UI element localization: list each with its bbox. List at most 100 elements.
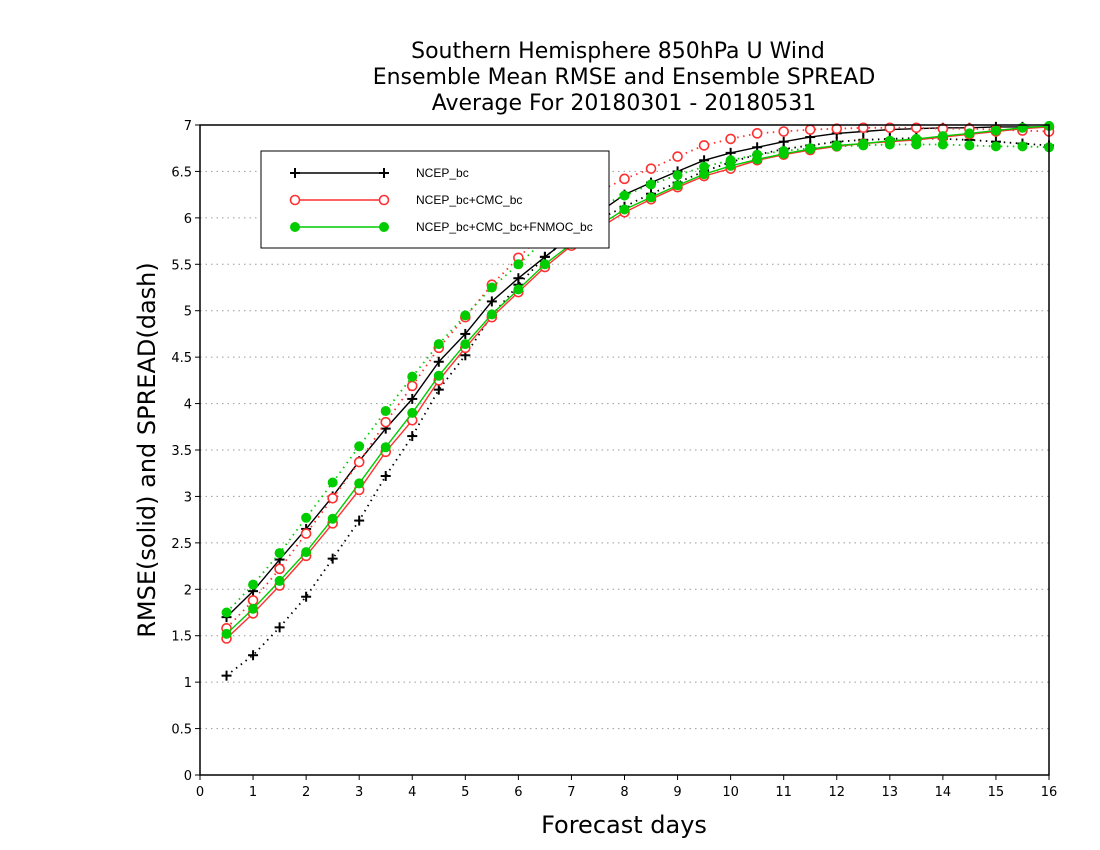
rmse-point (221, 628, 232, 639)
rmse-point (301, 547, 312, 558)
x-tick-label: 10 (722, 785, 739, 800)
legend-marker (379, 222, 389, 232)
rmse-point (433, 370, 444, 381)
x-tick-label: 15 (988, 785, 1005, 800)
spread-point (407, 431, 418, 442)
y-tick-label: 5.5 (171, 258, 192, 273)
x-tick-label: 13 (882, 785, 899, 800)
y-tick-label: 2 (184, 583, 192, 598)
spread-point (884, 139, 895, 150)
rmse-point (619, 204, 630, 215)
spread-point (433, 384, 444, 395)
spread-point (247, 595, 259, 606)
spread-point (513, 259, 524, 270)
spread-point (221, 670, 232, 681)
x-tick-label: 6 (514, 785, 522, 800)
legend-marker (290, 168, 300, 178)
spread-point (380, 416, 392, 428)
chart-title: Southern Hemisphere 850hPa U Wind Ensemb… (373, 39, 876, 116)
y-tick-label: 1.5 (171, 630, 192, 645)
rmse-point (964, 128, 975, 139)
spread-point (672, 170, 683, 181)
y-tick-label: 5 (184, 305, 192, 320)
spread-point (778, 146, 789, 156)
spread-point (619, 190, 630, 201)
spread-point (831, 141, 842, 152)
y-axis-ticks: 0 0.5 1 1.5 2 2.5 3 3.5 4 4.5 5 5.5 6 6.5 7 (171, 119, 200, 784)
plot-area-frame (199, 124, 1050, 776)
spread-point (248, 650, 259, 661)
x-tick-label: 3 (355, 785, 363, 800)
rmse-point (486, 296, 497, 307)
rmse-point (460, 339, 471, 350)
x-tick-label: 1 (249, 785, 257, 800)
x-tick-label: 16 (1041, 785, 1058, 800)
x-tick-label: 4 (408, 785, 416, 800)
rmse-point (646, 192, 657, 203)
rmse-point (460, 328, 471, 339)
spread-point (221, 607, 232, 618)
y-tick-label: 0.5 (171, 723, 192, 738)
legend-label: NCEP_bc+CMC_bc+FNMOC_bc (416, 220, 593, 234)
spread-point (354, 515, 365, 526)
y-tick-label: 6.5 (171, 165, 192, 180)
spread-point (698, 140, 710, 151)
spread-point (248, 579, 259, 590)
spread-point (858, 140, 869, 151)
x-tick-label: 0 (196, 785, 204, 800)
y-tick-label: 6 (184, 212, 192, 227)
legend-entry-3: NCEP_bc+CMC_bc+FNMOC_bc (290, 220, 593, 234)
spread-point (937, 139, 948, 150)
y-tick-label: 2.5 (171, 537, 192, 552)
spread-point (964, 140, 975, 151)
y-tick-label: 0 (184, 769, 192, 784)
rmse-point (380, 442, 391, 453)
spread-point (645, 163, 657, 174)
y-axis-label: RMSE(solid) and SPREAD(dash) (133, 262, 161, 638)
spread-point (725, 133, 736, 145)
spread-point (300, 528, 312, 539)
spread-point (751, 128, 763, 139)
spread-point (1017, 141, 1028, 152)
spread-point (433, 339, 444, 350)
spread-point (274, 622, 285, 633)
legend: NCEP_bc NCEP_bc+CMC_bc NCEP_bc+CMC_bc+FNMO… (260, 150, 610, 249)
spread-point (380, 471, 391, 481)
spread-point (672, 151, 683, 162)
legend-marker (378, 194, 390, 206)
rmse-point (327, 513, 338, 524)
rmse-point (672, 180, 683, 191)
legend-marker (379, 168, 389, 178)
y-tick-label: 4.5 (171, 351, 192, 366)
spread-point (301, 512, 312, 523)
spread-point (804, 124, 816, 135)
spread-point (301, 591, 312, 602)
x-tick-label: 11 (775, 785, 792, 800)
legend-entry-2: NCEP_bc+CMC_bc (289, 193, 522, 207)
x-axis-ticks: 0 1 2 3 4 5 6 7 8 9 10 11 12 13 14 15 16 (196, 775, 1057, 800)
spread-point (725, 155, 736, 166)
rmse-point (486, 309, 497, 320)
title-line-1: Southern Hemisphere 850hPa U Wind (411, 39, 825, 64)
spread-point (752, 149, 763, 160)
y-tick-label: 4 (184, 398, 192, 413)
rmse-point (407, 407, 418, 418)
y-tick-label: 1 (184, 676, 192, 691)
rmse-point (539, 259, 550, 270)
rmse-point (274, 575, 285, 586)
spread-point (778, 126, 789, 137)
legend-label: NCEP_bc (416, 166, 469, 180)
spread-point (380, 406, 391, 416)
x-tick-label: 5 (461, 785, 469, 800)
x-tick-label: 14 (935, 785, 952, 800)
x-tick-label: 8 (620, 785, 628, 800)
title-line-2: Ensemble Mean RMSE and Ensemble SPREAD (373, 65, 876, 90)
spread-point (407, 371, 418, 382)
rmse-point (354, 478, 365, 489)
rmse-point (433, 356, 444, 367)
x-tick-label: 9 (673, 785, 681, 800)
spread-point (327, 492, 338, 504)
title-line-3: Average For 20180301 - 20180531 (432, 91, 817, 116)
rmse-point (990, 125, 1001, 136)
